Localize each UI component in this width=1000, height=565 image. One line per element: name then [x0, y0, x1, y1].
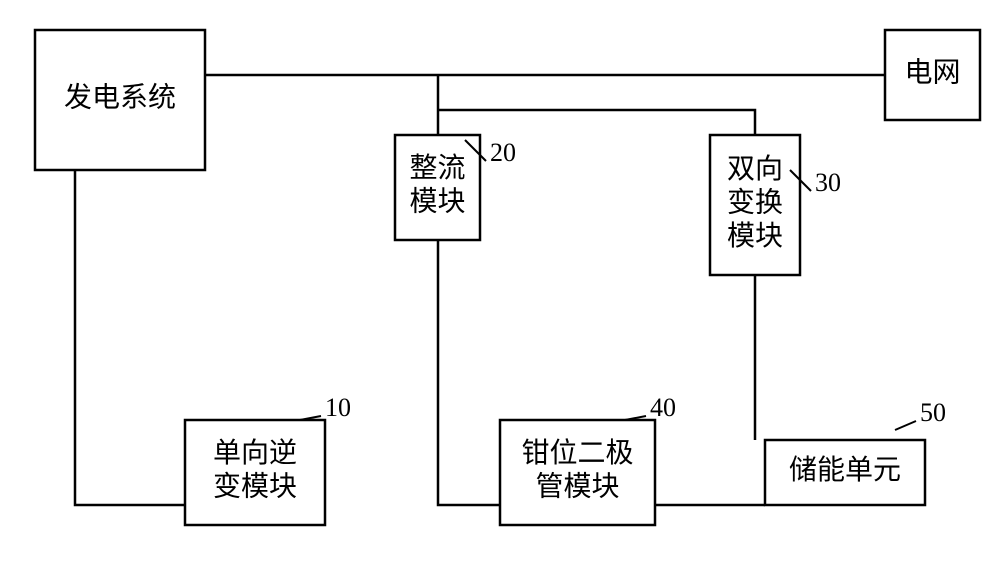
node-rect30-label-1: 变换 — [727, 186, 783, 218]
node-rect20: 整流模块 20 — [395, 135, 516, 240]
edge-bus-right — [438, 110, 755, 135]
node-rect30-label-2: 模块 — [727, 220, 783, 252]
node-rect40: 钳位二极管模块 40 — [500, 393, 676, 525]
node-rect20-label-1: 模块 — [409, 186, 465, 218]
ref-label-rect20: 20 — [490, 138, 516, 167]
node-gen: 发电系统 — [35, 30, 205, 170]
ref-label-rect30: 30 — [815, 168, 841, 197]
node-grid: 电网 — [885, 30, 980, 120]
edge-gen-down — [75, 170, 185, 505]
ref-label-rect50: 50 — [920, 398, 946, 427]
block-diagram: 发电系统电网整流模块20双向变换模块30单向逆变模块10钳位二极管模块40储能单… — [0, 0, 1000, 565]
node-grid-label-0: 电网 — [904, 56, 960, 88]
node-rect10-label-1: 变模块 — [213, 471, 297, 503]
node-gen-label-0: 发电系统 — [64, 81, 176, 113]
node-rect50: 储能单元 50 — [765, 398, 946, 505]
node-rect20-label-0: 整流 — [409, 152, 465, 184]
ref-label-rect40: 40 — [650, 393, 676, 422]
ref-label-rect10: 10 — [325, 393, 351, 422]
node-rect30: 双向变换模块 30 — [710, 135, 841, 275]
node-rect40-label-1: 管模块 — [535, 471, 619, 503]
node-rect50-label-0: 储能单元 — [789, 454, 901, 486]
node-rect10: 单向逆变模块 10 — [185, 393, 351, 525]
ref-leader-rect50 — [895, 421, 916, 430]
node-rect30-label-0: 双向 — [727, 153, 783, 185]
edge-rect20-down — [438, 240, 500, 505]
node-rect40-label-0: 钳位二极 — [521, 437, 633, 469]
node-rect10-label-0: 单向逆 — [213, 437, 297, 469]
